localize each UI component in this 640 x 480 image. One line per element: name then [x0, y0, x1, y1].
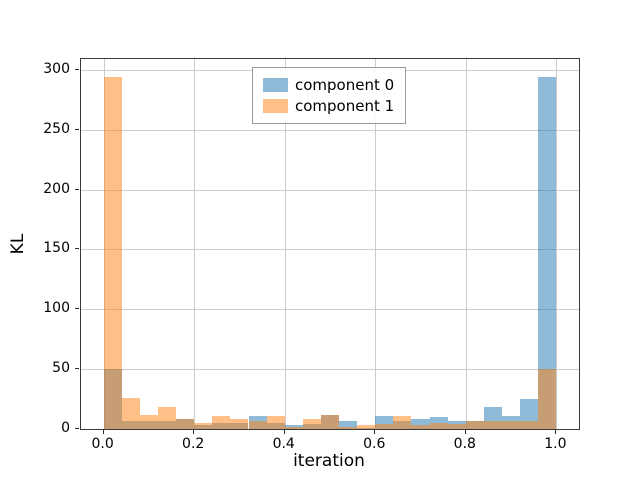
histogram-bar-series1-bin10: [284, 426, 303, 429]
gridline-x-0.2: [194, 59, 196, 429]
x-tick-label-0.6: 0.6: [363, 436, 386, 452]
histogram-bar-series1-bin2: [139, 414, 158, 429]
histogram-bar-series1-bin18: [429, 423, 448, 429]
gridline-x-0.4: [284, 59, 286, 429]
histogram-bar-series1-bin1: [121, 397, 140, 429]
legend-label: component 1: [295, 97, 395, 116]
x-tick-label-0.8: 0.8: [453, 436, 476, 452]
histogram-bar-series1-bin11: [302, 419, 321, 429]
histogram-bar-series1-bin3: [157, 407, 177, 429]
histogram-bar-series1-bin0: [103, 76, 122, 429]
gridline-y-100: [81, 309, 579, 311]
histogram-bar-series1-bin8: [248, 420, 267, 429]
y-tick-label-0: 0: [61, 420, 70, 436]
y-tick-mark-200: [75, 188, 79, 190]
histogram-bar-series1-bin7: [230, 419, 249, 429]
histogram-bar-series1-bin15: [375, 424, 394, 429]
histogram-bar-series1-bin17: [411, 425, 430, 429]
histogram-bar-series1-bin13: [339, 426, 358, 429]
histogram-bar-series1-bin16: [393, 415, 412, 429]
histogram-bar-series1-bin6: [212, 415, 231, 429]
histogram-bar-series1-bin22: [502, 420, 521, 429]
x-tick-label-0.0: 0.0: [91, 436, 114, 452]
x-tick-mark-0.2: [193, 430, 195, 434]
y-tick-mark-150: [75, 248, 79, 250]
plot-area: component 0 component 1: [80, 58, 580, 430]
x-tick-label-0.4: 0.4: [272, 436, 295, 452]
x-tick-mark-0.0: [102, 430, 104, 434]
gridline-x-0.6: [375, 59, 377, 429]
gridline-y-50: [81, 369, 579, 371]
histogram-bar-series0-bin24: [538, 76, 557, 429]
histogram-bar-series1-bin23: [520, 420, 539, 429]
y-tick-label-100: 100: [43, 300, 70, 317]
x-tick-mark-1.0: [555, 430, 557, 434]
y-tick-mark-250: [75, 128, 79, 130]
x-tick-label-0.2: 0.2: [182, 436, 205, 452]
y-tick-label-50: 50: [52, 360, 70, 377]
histogram-bar-series1-bin12: [320, 414, 340, 429]
histogram-bar-series1-bin19: [447, 424, 466, 429]
histogram-bar-series1-bin4: [176, 419, 195, 429]
y-tick-label-250: 250: [43, 120, 70, 137]
legend: component 0 component 1: [252, 67, 406, 124]
x-tick-mark-0.8: [464, 430, 466, 434]
histogram-bar-series1-bin21: [483, 420, 503, 429]
x-tick-label-1.0: 1.0: [544, 436, 567, 452]
y-tick-label-150: 150: [43, 240, 70, 257]
gridline-y-250: [81, 129, 579, 131]
y-tick-mark-50: [75, 368, 79, 370]
gridline-y-150: [81, 249, 579, 251]
legend-item-0: component 0: [263, 75, 395, 95]
y-axis-label: KL: [8, 233, 28, 255]
histogram-bar-series1-bin24: [538, 369, 557, 429]
histogram-bar-series0-bin13: [339, 420, 358, 429]
legend-swatch-icon: [263, 77, 288, 92]
y-tick-mark-100: [75, 308, 79, 310]
y-tick-mark-0: [75, 428, 79, 429]
gridline-x-0.8: [465, 59, 467, 429]
legend-swatch-icon: [263, 99, 288, 114]
gridline-x-1.0: [556, 59, 558, 429]
legend-label: component 0: [295, 75, 395, 94]
gridline-y-200: [81, 189, 579, 191]
x-tick-mark-0.6: [374, 430, 376, 434]
legend-item-1: component 1: [263, 96, 395, 116]
histogram-bar-series1-bin9: [266, 415, 285, 429]
y-tick-label-300: 300: [43, 60, 70, 77]
x-axis-label: iteration: [293, 451, 365, 471]
x-tick-mark-0.4: [283, 430, 285, 434]
y-tick-mark-300: [75, 68, 79, 70]
histogram-bar-series0-bin17: [411, 419, 430, 429]
y-tick-label-200: 200: [43, 180, 70, 197]
histogram-bar-series1-bin20: [465, 420, 484, 429]
histogram-bar-series1-bin5: [194, 423, 213, 429]
histogram-bar-series1-bin14: [357, 425, 376, 429]
